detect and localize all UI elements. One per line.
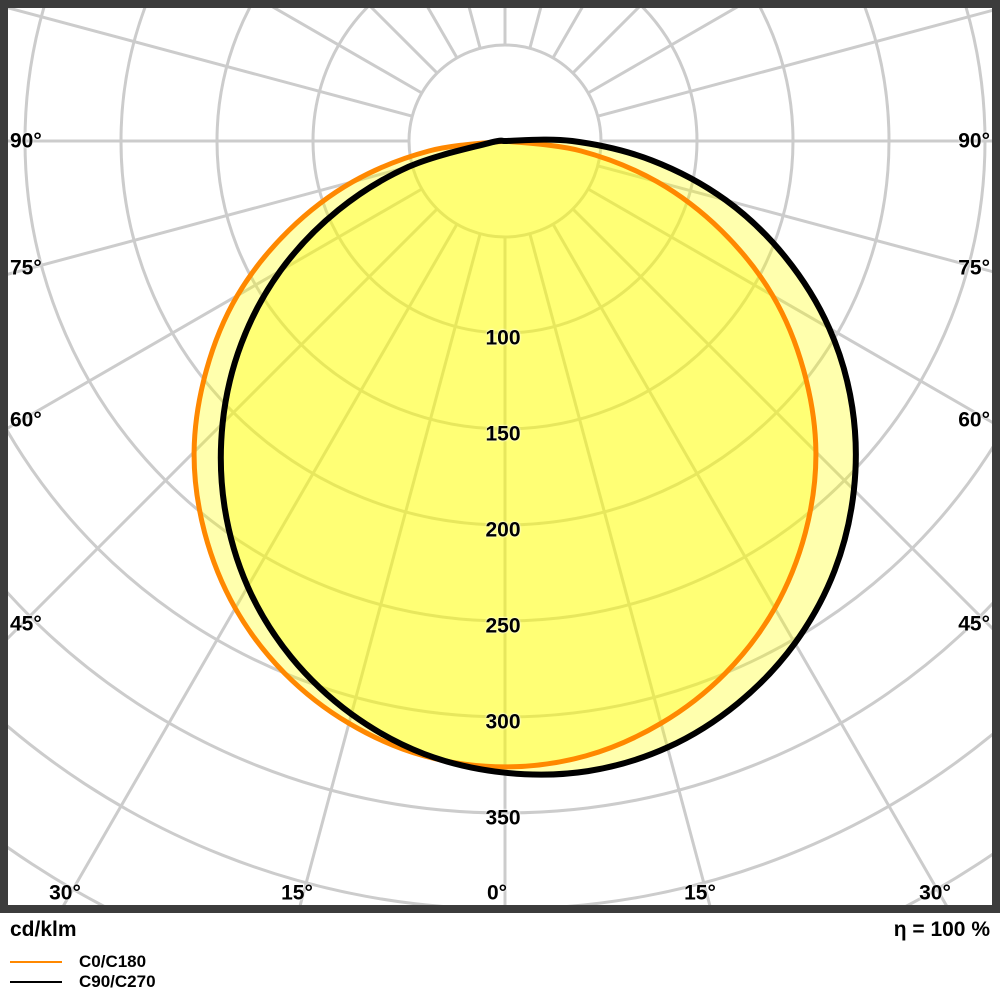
series-curve-c90-c270	[217, 136, 859, 778]
angle-tick-label-bottom: 0°	[486, 881, 508, 905]
angle-tick-label-right: 90°	[958, 129, 990, 153]
polar-chart-svg	[0, 0, 1000, 913]
angle-tick-label-bottom: 30°	[919, 881, 951, 905]
series-curve-c0-c180	[191, 138, 819, 770]
chart-frame	[0, 0, 1000, 913]
radial-tick-label: 350	[485, 806, 521, 829]
legend-label-c90-c270: C90/C270	[79, 972, 156, 991]
angle-tick-label-left: 90°	[10, 129, 42, 153]
legend-item-c0-c180: C0/C180	[10, 952, 156, 971]
legend: C0/C180 C90/C270	[10, 952, 156, 992]
angle-tick-label-left: 75°	[10, 256, 42, 280]
radial-tick-label: 300	[485, 710, 521, 733]
radial-tick-label: 250	[485, 614, 521, 637]
polar-grid	[8, 8, 992, 905]
series-fill-c90-c270	[220, 139, 856, 775]
units-label: cd/klm	[10, 918, 77, 941]
series-plot-area	[191, 136, 859, 778]
legend-swatch-c0-c180	[10, 960, 62, 963]
angle-tick-label-right: 60°	[958, 408, 990, 432]
legend-label-c0-c180: C0/C180	[79, 952, 147, 971]
angle-tick-label-bottom: 15°	[281, 881, 313, 905]
radial-tick-label: 200	[485, 518, 521, 541]
angle-tick-label-right: 75°	[958, 256, 990, 280]
angle-tick-label-right: 45°	[958, 612, 990, 636]
radial-tick-label: 150	[485, 422, 521, 445]
efficiency-label: η = 100 %	[893, 918, 990, 941]
legend-item-c90-c270: C90/C270	[10, 972, 156, 991]
series-fill-c0-c180	[194, 141, 816, 767]
angle-tick-label-bottom: 30°	[49, 881, 81, 905]
legend-swatch-c90-c270	[10, 980, 62, 983]
radial-tick-label: 100	[485, 326, 521, 349]
angle-tick-label-bottom: 15°	[684, 881, 716, 905]
angle-tick-label-left: 60°	[10, 408, 42, 432]
chart-background	[0, 0, 1000, 913]
angle-tick-label-left: 45°	[10, 612, 42, 636]
